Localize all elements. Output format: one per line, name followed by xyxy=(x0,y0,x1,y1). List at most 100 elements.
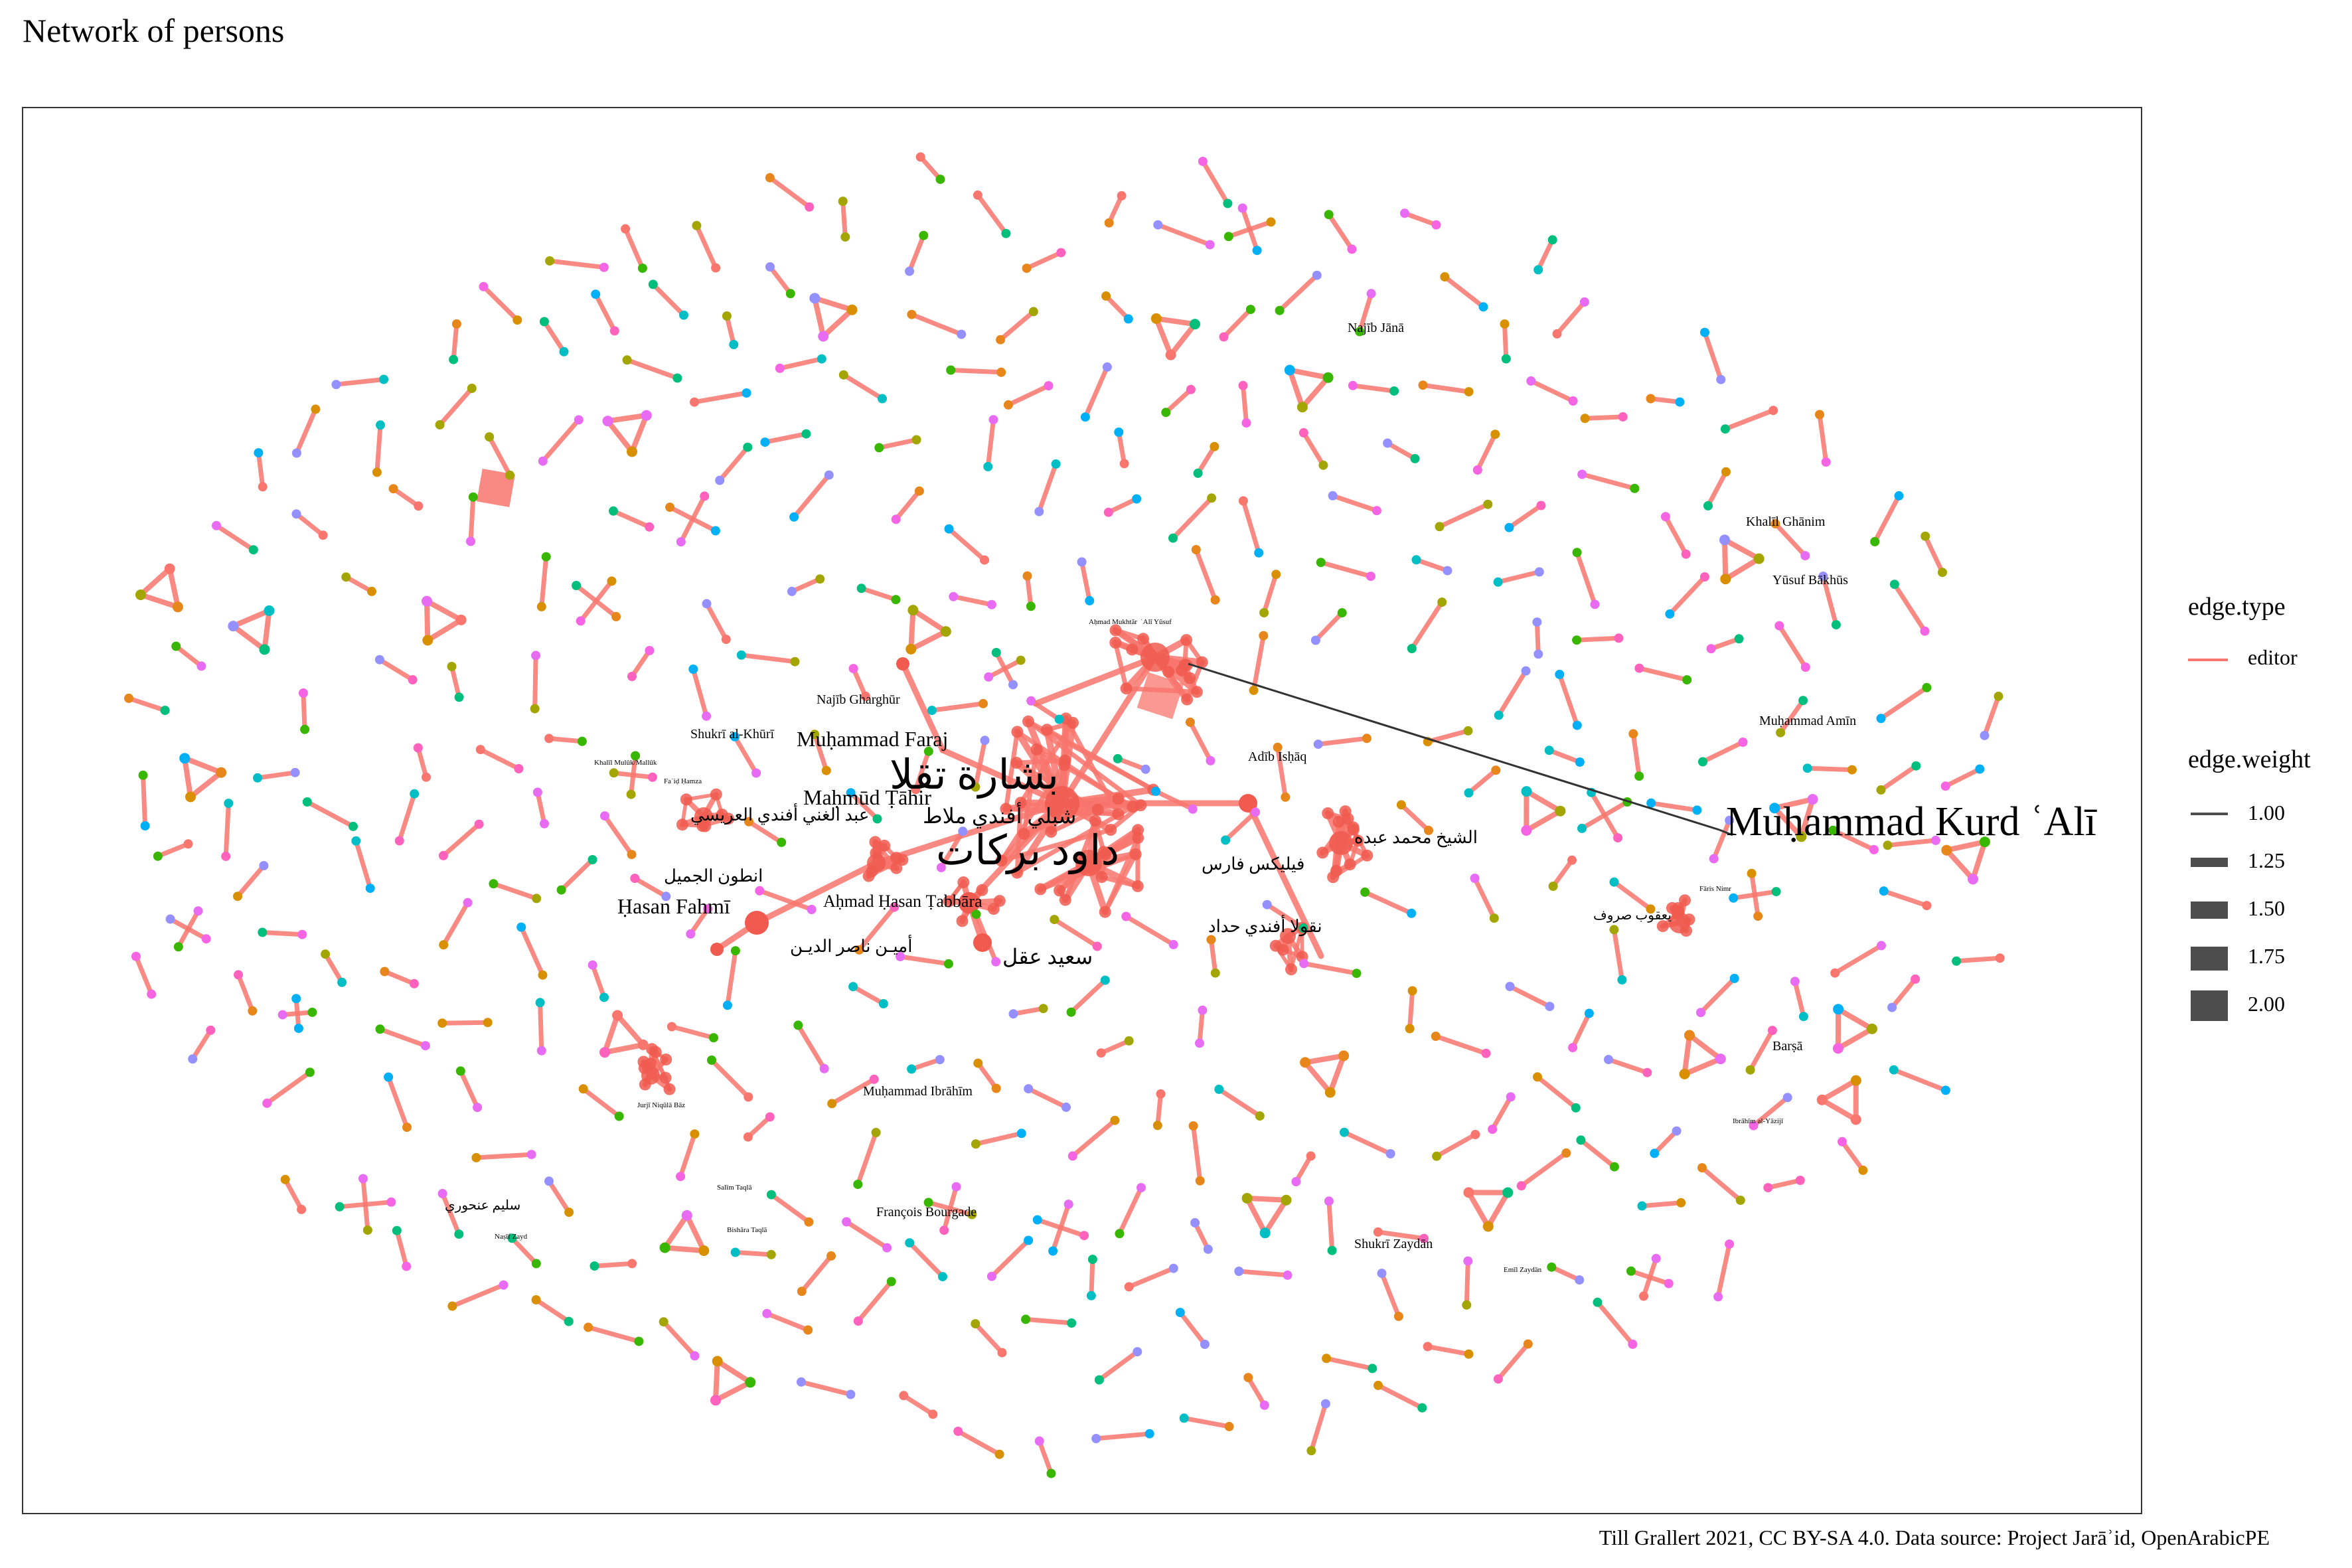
network-node xyxy=(927,706,937,716)
network-node xyxy=(1920,626,1930,636)
network-node xyxy=(384,1072,394,1082)
legend-weight-label: 2.00 xyxy=(2248,992,2285,1016)
network-node xyxy=(631,751,641,761)
network-edge xyxy=(394,1228,409,1269)
network-node xyxy=(890,902,900,912)
network-node xyxy=(337,977,347,987)
network-node xyxy=(690,1129,700,1139)
network-node xyxy=(335,1202,345,1212)
network-node xyxy=(1094,1375,1104,1385)
network-node xyxy=(939,1225,949,1235)
network-edge xyxy=(167,566,181,610)
network-node xyxy=(1490,430,1500,439)
network-edge xyxy=(1318,560,1373,579)
network-node xyxy=(986,599,996,609)
network-node xyxy=(744,817,754,826)
hub-node xyxy=(866,865,878,878)
network-node xyxy=(688,665,698,674)
network-node xyxy=(819,1063,829,1073)
network-node xyxy=(1818,572,1828,581)
network-edge xyxy=(908,607,916,652)
network-node xyxy=(388,484,398,494)
network-node xyxy=(1568,396,1578,406)
network-node xyxy=(164,563,175,574)
network-node xyxy=(367,586,376,596)
network-node xyxy=(803,1325,813,1335)
network-node xyxy=(692,220,702,230)
network-edge xyxy=(1200,159,1230,206)
hub-node xyxy=(1018,828,1030,840)
network-node xyxy=(559,347,569,356)
network-node xyxy=(661,892,671,902)
network-node xyxy=(532,787,542,797)
network-node xyxy=(827,1099,837,1109)
network-edge xyxy=(1798,797,1816,840)
node-label: Shukrī Zaydān xyxy=(1354,1237,1433,1251)
network-node xyxy=(722,311,732,321)
network-edge xyxy=(1407,988,1415,1031)
network-edge xyxy=(1357,291,1374,334)
network-edge xyxy=(829,1077,877,1106)
network-node xyxy=(988,415,998,425)
network-node xyxy=(1198,1005,1208,1015)
network-edge xyxy=(688,906,710,937)
legend-edge-weight-title: edge.weight xyxy=(2188,745,2311,773)
network-edge xyxy=(1097,1349,1140,1383)
node-label: Naṣīf Zayd xyxy=(495,1233,528,1241)
network-edge xyxy=(333,377,386,387)
network-node xyxy=(420,1041,430,1051)
nodes-layer xyxy=(124,152,2005,1478)
hub-node xyxy=(680,793,692,806)
network-node xyxy=(233,892,242,902)
network-node xyxy=(869,1074,879,1084)
network-edge xyxy=(378,1026,428,1048)
network-node xyxy=(531,651,541,661)
network-node xyxy=(1188,1121,1198,1131)
network-edge xyxy=(1551,858,1575,889)
network-node xyxy=(971,782,980,792)
network-node xyxy=(1061,1102,1071,1112)
network-edge xyxy=(1244,1196,1268,1236)
hub-node xyxy=(957,876,970,889)
network-node xyxy=(787,586,797,596)
network-edge xyxy=(1702,330,1723,382)
network-edge xyxy=(1003,729,1020,811)
network-node xyxy=(307,1007,317,1017)
network-edge xyxy=(725,948,738,1008)
hub-node xyxy=(1361,849,1373,862)
network-edge xyxy=(397,791,417,843)
network-node xyxy=(1887,1002,1897,1012)
network-node xyxy=(1255,1111,1265,1121)
network-node xyxy=(1259,1227,1271,1239)
node-label: François Bourgade xyxy=(876,1205,977,1219)
network-node xyxy=(1251,807,1261,817)
network-node xyxy=(228,621,239,632)
network-edge xyxy=(859,586,898,602)
network-edge xyxy=(1485,1190,1511,1229)
network-node xyxy=(1223,198,1233,208)
network-node xyxy=(996,335,1006,345)
network-node xyxy=(1504,522,1514,532)
network-node xyxy=(1327,1245,1337,1255)
hub-node xyxy=(870,847,882,859)
network-node xyxy=(540,819,549,828)
network-node xyxy=(1613,833,1623,843)
network-node xyxy=(745,1377,756,1388)
network-edge xyxy=(694,223,718,270)
network-node xyxy=(958,826,968,836)
network-node xyxy=(1410,453,1420,463)
network-node xyxy=(1692,805,1702,815)
network-node xyxy=(681,1210,692,1221)
network-edge xyxy=(602,1012,621,1056)
network-edge xyxy=(1083,364,1110,420)
network-node xyxy=(1753,553,1764,564)
network-edge xyxy=(546,736,585,744)
network-node xyxy=(645,646,655,655)
network-edge xyxy=(611,770,655,780)
network-node xyxy=(1725,815,1735,825)
network-node xyxy=(1077,557,1087,567)
network-node xyxy=(1424,825,1433,835)
network-node xyxy=(1044,381,1054,391)
network-node xyxy=(1614,633,1624,643)
network-node xyxy=(1373,1227,1383,1237)
